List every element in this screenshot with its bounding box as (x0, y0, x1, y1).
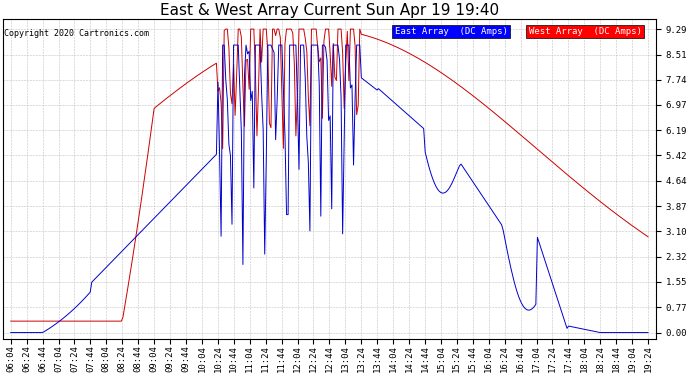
Text: West Array  (DC Amps): West Array (DC Amps) (529, 27, 642, 36)
Text: Copyright 2020 Cartronics.com: Copyright 2020 Cartronics.com (4, 28, 149, 38)
Text: East Array  (DC Amps): East Array (DC Amps) (395, 27, 508, 36)
Title: East & West Array Current Sun Apr 19 19:40: East & West Array Current Sun Apr 19 19:… (160, 3, 499, 18)
